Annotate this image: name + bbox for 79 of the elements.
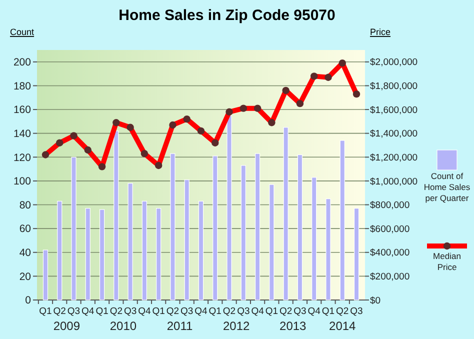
text: 2010 [110,319,137,333]
x-tick-label: Q4 [251,306,264,317]
y-axis-title: Count [10,27,35,37]
bar [71,156,76,300]
x-tick-label: Q1 [152,306,165,317]
y2-tick-label: $400,000 [370,248,410,259]
x-tick-label: Q3 [67,306,80,317]
y-tick-label: 20 [19,270,32,283]
chart-title: Home Sales in Zip Code 95070 [118,7,336,24]
x-tick-label: Q2 [279,306,292,317]
x-tick-label: Q2 [166,306,180,317]
x-tick-label: Q1 [96,306,108,317]
y2-tick-label: $1,600,000 [370,104,418,116]
x-tick-label: Q4 [138,306,151,317]
y2-tick-label: $600,000 [370,224,410,235]
x-tick-label: Q4 [194,306,208,317]
legend-label: Count of Home Sales per Quarter [424,171,470,203]
bar [354,208,360,300]
bar [142,200,148,300]
bar [240,165,246,300]
bar [170,153,176,300]
x-tick-label: Q2 [222,306,236,317]
bar [340,140,345,300]
text: 2013 [280,319,307,333]
y-tick-label: 60 [19,223,32,236]
y2-tick-label: $1,200,000 [370,152,418,164]
bar [99,209,105,300]
x-tick-label: Q1 [208,306,222,317]
bar [326,198,331,300]
x-tick-label: Q4 [308,306,320,317]
bar [156,208,162,300]
y-tick-label: 160 [13,104,32,116]
y2-tick-label: $1,400,000 [370,128,418,140]
bar [283,127,288,300]
text: 2012 [222,319,250,333]
y-tick-label: 40 [19,247,32,260]
x-tick-label: Q1 [39,306,52,317]
text: 2014 [329,319,356,333]
bar [184,179,190,300]
x-tick-label: Q3 [237,306,250,317]
x-tick-label: Q3 [124,306,137,317]
bar [269,184,274,300]
text: 2009 [53,319,80,333]
y-tick-label: 200 [13,56,32,69]
y-tick-label: 140 [13,128,32,140]
x-tick-label: Q4 [82,306,94,317]
bar [57,200,62,300]
y2-tick-label: $2,000,000 [370,57,418,68]
bar [128,183,133,300]
bar [312,177,317,300]
y2-tick-label: $200,000 [370,272,410,283]
x-tick-label: Q2 [110,306,123,317]
x-tick-label: Q3 [350,306,363,317]
bar [198,200,204,300]
x-tick-label: Q3 [180,306,194,317]
y2-axis-title: Price [370,27,391,37]
bar [85,208,90,300]
y-tick-label: 180 [13,80,32,92]
legend-label: Median Price [433,251,462,272]
bar [226,115,232,300]
y-tick-label: 100 [13,176,32,188]
bar [297,154,303,300]
y2-tick-label: $800,000 [370,200,410,212]
y-tick-label: 80 [19,199,32,212]
y2-tick-label: $1,800,000 [370,81,418,92]
bar [212,156,218,300]
bar [42,250,48,300]
y-tick-label: 120 [13,152,32,164]
y2-tick-label: $1,000,000 [370,176,418,188]
x-tick-label: Q2 [336,306,349,317]
text: 2011 [166,319,194,333]
y-tick-label: 0 [25,294,32,307]
x-tick-label: Q3 [294,306,306,317]
bar [114,130,119,300]
y2-tick-label: $0 [370,295,381,306]
x-tick-label: Q1 [265,306,278,317]
bar [254,153,260,300]
x-tick-label: Q2 [53,306,66,317]
x-tick-label: Q1 [322,306,335,317]
